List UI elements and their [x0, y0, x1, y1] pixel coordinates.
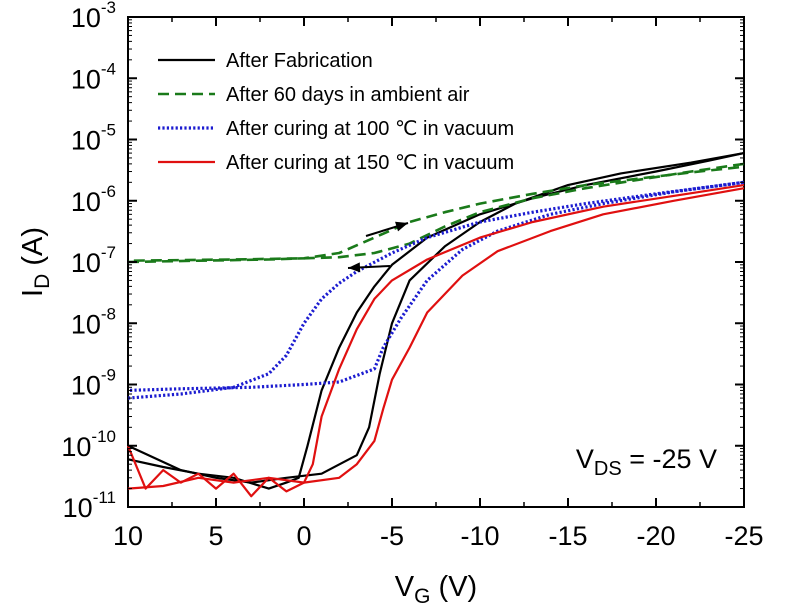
x-axis-title: VG (V)	[395, 571, 477, 608]
vds-annotation: VDS = -25 V	[576, 444, 717, 480]
y-tick-label: 10-4	[71, 59, 116, 94]
legend-label: After curing at 100 ℃ in vacuum	[226, 118, 514, 140]
x-axis-ticks: 10 5 0 -5 -10 -15 -20 -25	[113, 17, 764, 551]
series-3-reverse-sweep	[127, 180, 745, 392]
y-tick-label: 10-3	[71, 0, 116, 33]
y-tick-label: 10-7	[71, 243, 116, 278]
x-tick-label: -20	[636, 521, 675, 551]
y-tick-label: 10-10	[61, 427, 116, 462]
y-tick-label: 10-9	[71, 366, 116, 401]
y-axis-ticks: 10-11 10-10 10-9 10-8 10-7 10-6 10-5 10-4 10-3	[61, 0, 744, 523]
legend-label: After Fabrication	[226, 50, 373, 72]
curves-layer	[126, 152, 745, 498]
series-4-forward-sweep	[126, 184, 745, 498]
series-1-forward-sweep	[127, 152, 745, 490]
series-2-reverse-sweep	[127, 162, 745, 262]
x-tick-label: -5	[380, 521, 404, 551]
series-4-reverse-sweep	[127, 187, 745, 490]
y-axis-title: ID (A)	[17, 227, 54, 297]
forward-sweep-arrow-head	[395, 221, 408, 232]
y-tick-label: 10-5	[71, 121, 116, 156]
reverse-sweep-arrow-head	[348, 262, 361, 273]
legend-label: After curing at 150 ℃ in vacuum	[226, 152, 514, 174]
series-2-forward-sweep	[127, 165, 745, 264]
series-1-reverse-sweep	[127, 152, 745, 484]
x-tick-label: -10	[460, 521, 499, 551]
series-3-forward-sweep	[127, 180, 745, 400]
y-tick-label: 10-8	[71, 304, 116, 339]
sweep-direction-arrows	[347, 221, 409, 273]
x-tick-label: 10	[113, 521, 143, 551]
legend-label: After 60 days in ambient air	[226, 84, 470, 106]
y-tick-label: 10-11	[63, 488, 116, 523]
x-tick-label: 0	[296, 521, 311, 551]
x-tick-label: 5	[208, 521, 223, 551]
x-tick-label: -15	[548, 521, 587, 551]
x-tick-label: -25	[724, 521, 763, 551]
y-tick-label: 10-6	[71, 182, 116, 217]
legend: After Fabrication After 60 days in ambien…	[158, 50, 514, 174]
